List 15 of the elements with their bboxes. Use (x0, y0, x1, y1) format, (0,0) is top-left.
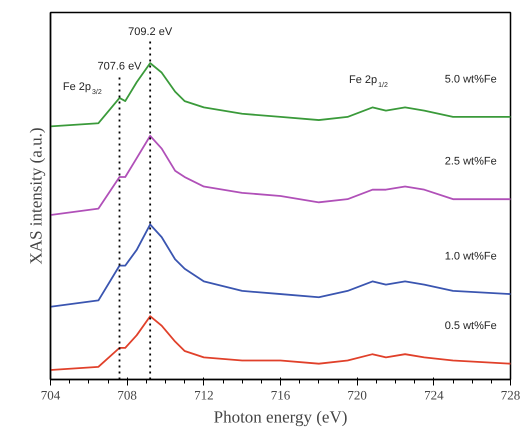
x-axis-title: Photon energy (eV) (214, 408, 348, 426)
x-tick-label: 704 (40, 388, 61, 402)
x-tick-label: 708 (117, 388, 137, 402)
x-tick-label: 720 (347, 388, 367, 402)
text: 2.5 wt%Fe (444, 156, 497, 168)
ref-line-label: 707.6 eV (97, 60, 142, 73)
y-axis-title: XAS intensity (a.u.) (26, 128, 46, 264)
x-tick-label: 712 (194, 388, 214, 402)
text: 0.5 wt%Fe (444, 320, 497, 332)
text: 1.0 wt%Fe (444, 250, 497, 262)
x-tick-label: 716 (270, 388, 291, 402)
x-tick-label: 728 (500, 388, 520, 402)
ref-line-label: 709.2 eV (128, 26, 173, 38)
x-tick-label: 724 (424, 388, 444, 402)
text: 5.0 wt%Fe (444, 73, 497, 86)
